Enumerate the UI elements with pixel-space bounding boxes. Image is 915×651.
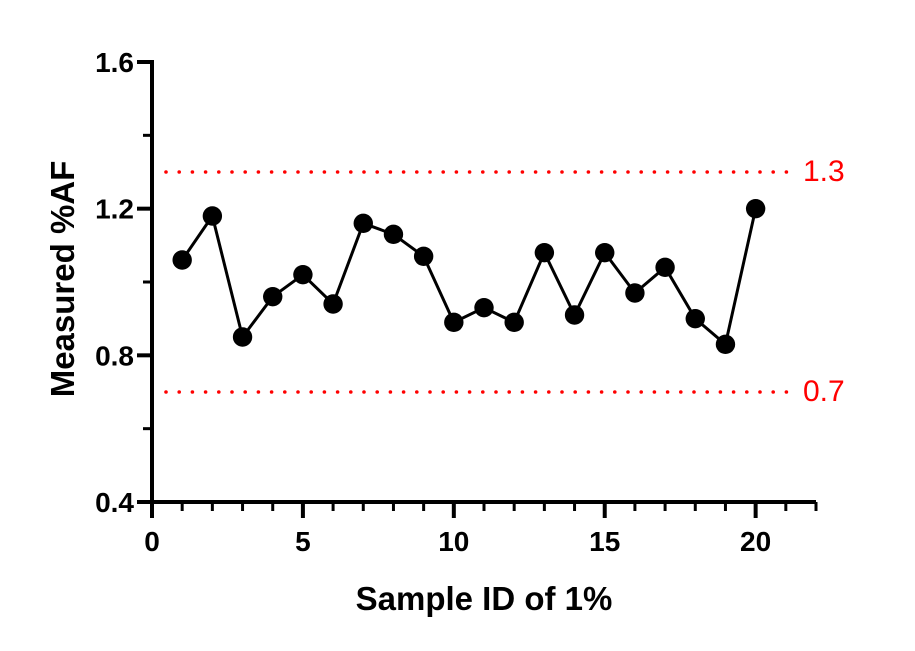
data-point	[383, 224, 404, 245]
reference-line-label-upper: 1.3	[803, 155, 845, 188]
y-tick-label: 0.4	[95, 487, 134, 518]
data-point	[504, 312, 524, 333]
x-tick-label: 20	[740, 526, 771, 557]
data-point	[323, 294, 343, 314]
data-point	[685, 308, 705, 329]
data-point	[172, 250, 192, 270]
data-point	[232, 327, 253, 347]
y-axis-title: Measured %AF	[44, 160, 81, 398]
y-tick-label: 1.6	[95, 47, 134, 78]
y-tick-label: 0.8	[95, 340, 134, 371]
x-tick-label: 5	[295, 526, 311, 557]
data-point	[293, 264, 313, 285]
data-point	[625, 283, 645, 303]
data-point	[655, 257, 675, 278]
data-point	[474, 297, 494, 318]
x-tick-label: 15	[589, 526, 620, 557]
data-point	[595, 242, 615, 263]
data-point	[263, 286, 283, 307]
data-point	[353, 213, 373, 234]
data-point	[745, 198, 766, 219]
x-tick-label: 0	[144, 526, 160, 557]
x-axis-title: Sample ID of 1%	[355, 580, 613, 617]
data-point	[534, 242, 555, 263]
data-point	[564, 305, 585, 325]
reference-line-label-lower: 0.7	[803, 375, 845, 408]
data-point	[715, 334, 736, 355]
data-point	[444, 312, 464, 333]
data-point	[202, 206, 223, 226]
data-point	[413, 246, 434, 267]
x-tick-label: 10	[438, 526, 469, 557]
series-line	[180, 208, 758, 348]
y-tick-label: 1.2	[95, 194, 134, 225]
